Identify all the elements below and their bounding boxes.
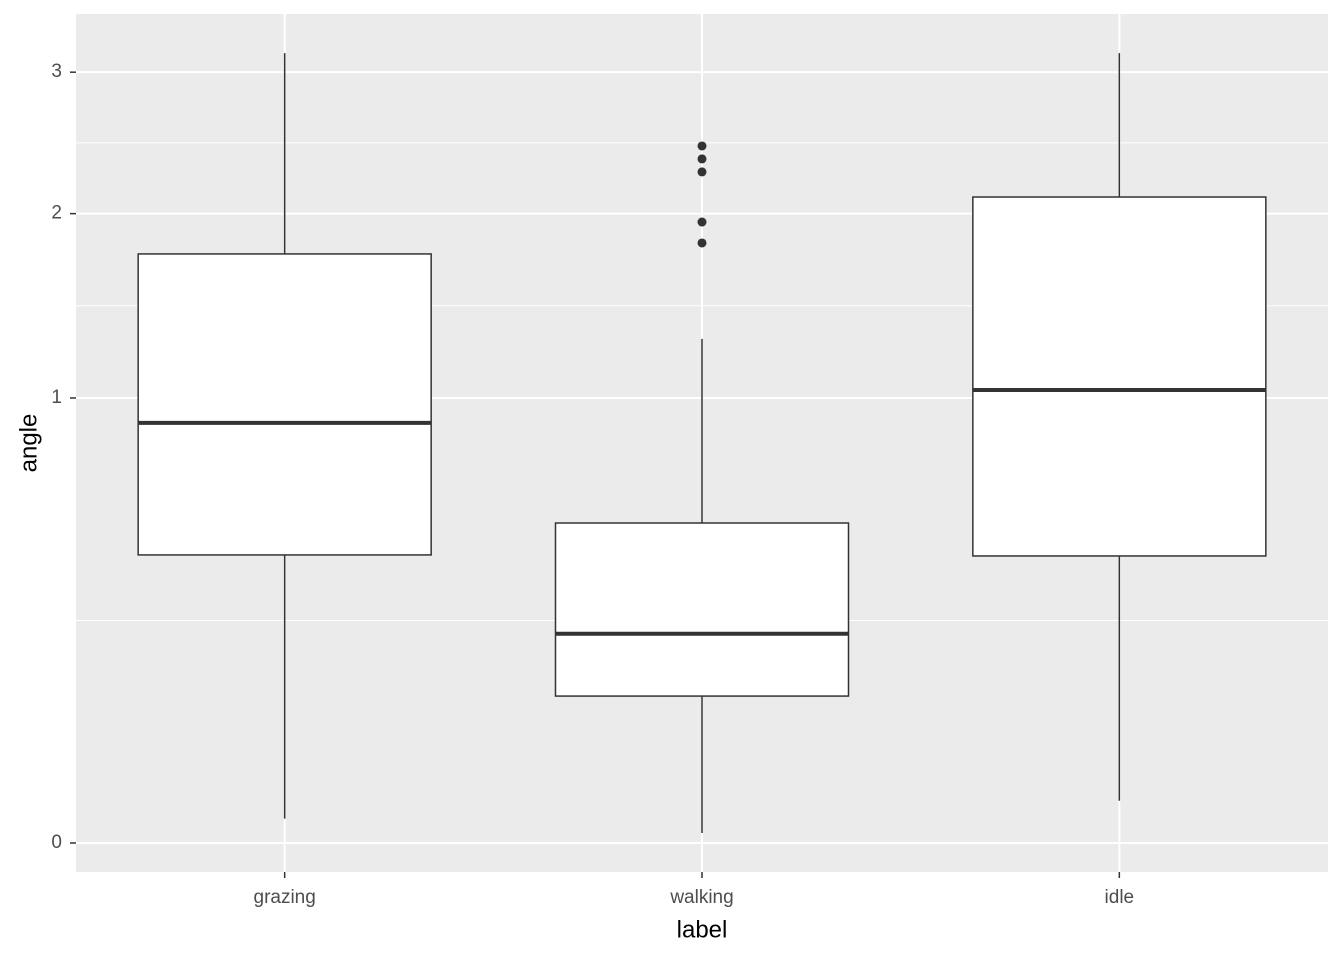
outlier [697, 141, 707, 151]
x-tick-label: idle [1105, 887, 1135, 908]
y-tick-label: 0 [51, 832, 62, 853]
outlier [697, 217, 707, 227]
box [972, 196, 1267, 557]
x-tick-label: grazing [254, 887, 316, 908]
x-axis-title: label [677, 916, 728, 943]
box [137, 253, 432, 556]
outlier [697, 154, 707, 164]
y-tick-label: 1 [51, 387, 62, 408]
y-tick-label: 2 [51, 203, 62, 224]
y-axis-title: angle [15, 414, 42, 473]
y-tick-label: 3 [51, 61, 62, 82]
box [554, 522, 850, 697]
x-tick-label: walking [669, 887, 733, 908]
outlier [697, 238, 707, 248]
outlier [697, 167, 707, 177]
